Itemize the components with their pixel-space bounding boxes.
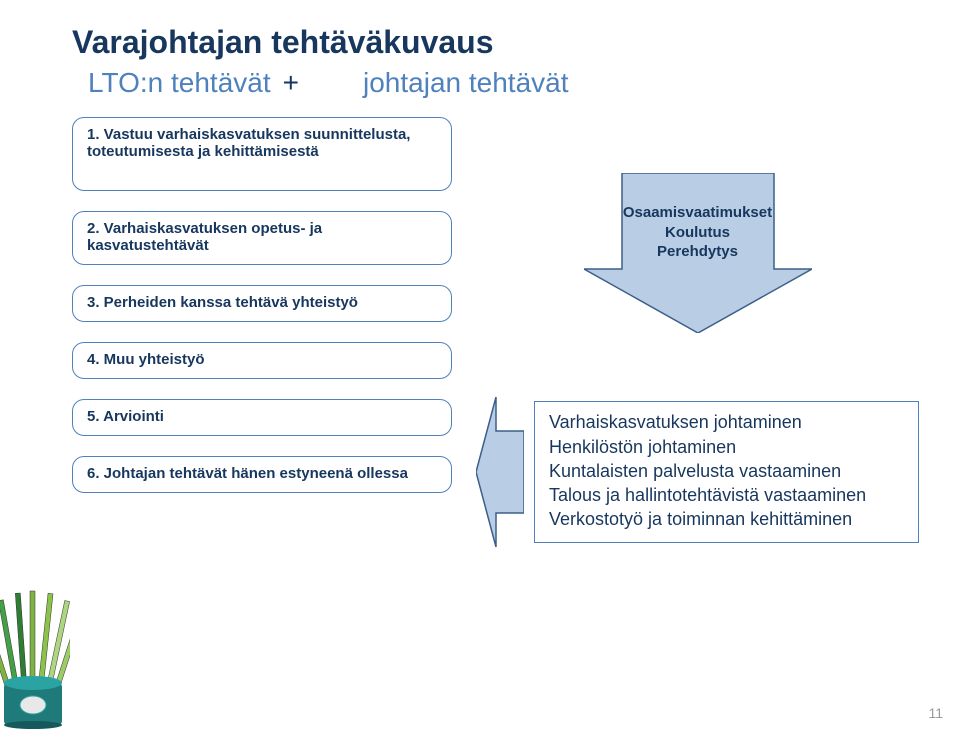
columns: 1. Vastuu varhaiskasvatuksen suunnittelu… — [72, 117, 919, 547]
down-arrow-line-2: Koulutus — [623, 223, 772, 243]
subtitle-left: LTO:n tehtävät — [88, 67, 271, 99]
down-arrow-label: Osaamisvaatimukset Koulutus Perehdytys — [623, 203, 772, 262]
subtitle-plus: + — [283, 67, 299, 99]
pill-5: 5. Arviointi — [72, 399, 452, 436]
info-line-2: Henkilöstön johtaminen — [549, 435, 904, 459]
info-line-4: Talous ja hallintotehtävistä vastaaminen — [549, 483, 904, 507]
down-arrow-shape: Osaamisvaatimukset Koulutus Perehdytys — [584, 173, 812, 333]
pill-6: 6. Johtajan tehtävät hänen estyneenä oll… — [72, 456, 452, 493]
pill-1: 1. Vastuu varhaiskasvatuksen suunnittelu… — [72, 117, 452, 191]
pill-4: 4. Muu yhteistyö — [72, 342, 452, 379]
slide: Varajohtajan tehtäväkuvaus LTO:n tehtävä… — [0, 0, 959, 729]
left-column: 1. Vastuu varhaiskasvatuksen suunnittelu… — [72, 117, 452, 547]
info-line-3: Kuntalaisten palvelusta vastaaminen — [549, 459, 904, 483]
subtitle-row: LTO:n tehtävät + johtajan tehtävät — [88, 67, 919, 99]
slide-title: Varajohtajan tehtäväkuvaus — [72, 24, 919, 61]
info-line-5: Verkostotyö ja toiminnan kehittäminen — [549, 507, 904, 531]
down-arrow-wrap: Osaamisvaatimukset Koulutus Perehdytys — [476, 173, 919, 333]
left-arrow-icon — [476, 397, 524, 547]
pill-3: 3. Perheiden kanssa tehtävä yhteistyö — [72, 285, 452, 322]
info-box: Varhaiskasvatuksen johtaminen Henkilöstö… — [534, 401, 919, 542]
right-column: Osaamisvaatimukset Koulutus Perehdytys V… — [476, 137, 919, 547]
down-arrow-line-1: Osaamisvaatimukset — [623, 203, 772, 223]
down-arrow-line-3: Perehdytys — [623, 242, 772, 262]
pencil-pot-icon — [0, 579, 70, 729]
info-line-1: Varhaiskasvatuksen johtaminen — [549, 410, 904, 434]
pill-2: 2. Varhaiskasvatuksen opetus- ja kasvatu… — [72, 211, 452, 265]
page-number: 11 — [928, 705, 943, 721]
left-arrow-shape — [476, 397, 524, 547]
subtitle-right: johtajan tehtävät — [363, 67, 569, 99]
info-row: Varhaiskasvatuksen johtaminen Henkilöstö… — [476, 397, 919, 547]
